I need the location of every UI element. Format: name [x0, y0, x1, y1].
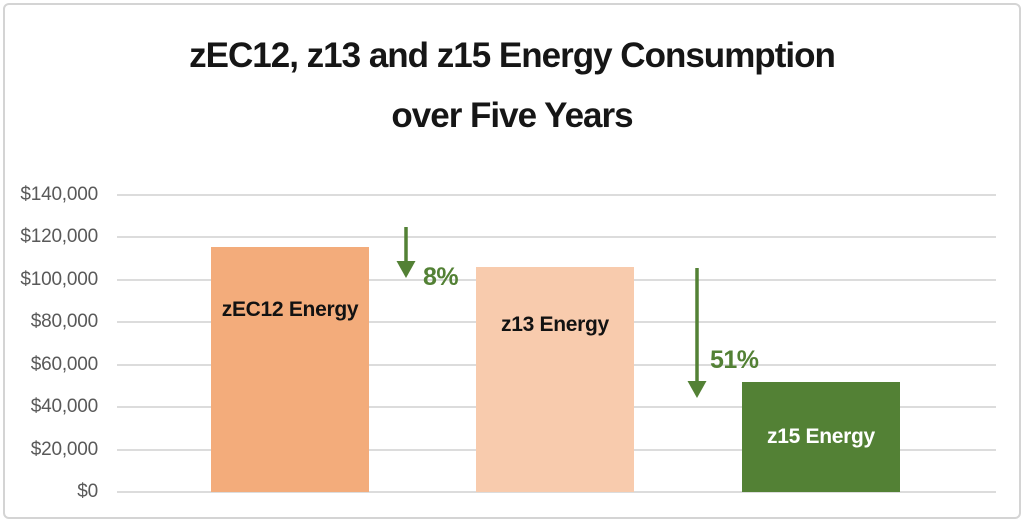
bar-z15-energy: z15 Energy — [742, 381, 900, 492]
gridline — [117, 236, 996, 239]
y-axis-tick-label: $140,000 — [20, 184, 98, 205]
y-axis-tick-label: $0 — [77, 481, 98, 502]
decrease-arrow-icon — [396, 227, 416, 278]
gridline — [117, 194, 996, 196]
y-axis-tick-label: $40,000 — [30, 396, 98, 418]
bar-label: z15 Energy — [767, 424, 875, 448]
chart-title: zEC12, z13 and z15 Energy Consumption ov… — [0, 26, 1024, 146]
bar-label: z13 Energy — [501, 313, 609, 337]
chart-title-line1: zEC12, z13 and z15 Energy Consumption — [189, 36, 836, 75]
percent-reduction-label: 51% — [710, 346, 759, 374]
y-axis-tick-label: $60,000 — [30, 353, 98, 375]
percent-reduction-label: 8% — [423, 263, 459, 291]
y-axis-tick-label: $20,000 — [30, 438, 98, 460]
bar-z13-energy: z13 Energy — [476, 267, 634, 492]
bar-zec12-energy: zEC12 Energy — [211, 246, 369, 492]
y-axis-tick-label: $80,000 — [30, 311, 98, 333]
y-axis-tick-label: $120,000 — [20, 226, 98, 248]
bar-label: zEC12 Energy — [221, 297, 359, 321]
chart-title-line2: over Five Years — [391, 96, 633, 135]
y-axis-tick-label: $100,000 — [20, 268, 98, 290]
decrease-arrow-icon — [687, 268, 707, 398]
gridline — [117, 491, 996, 493]
